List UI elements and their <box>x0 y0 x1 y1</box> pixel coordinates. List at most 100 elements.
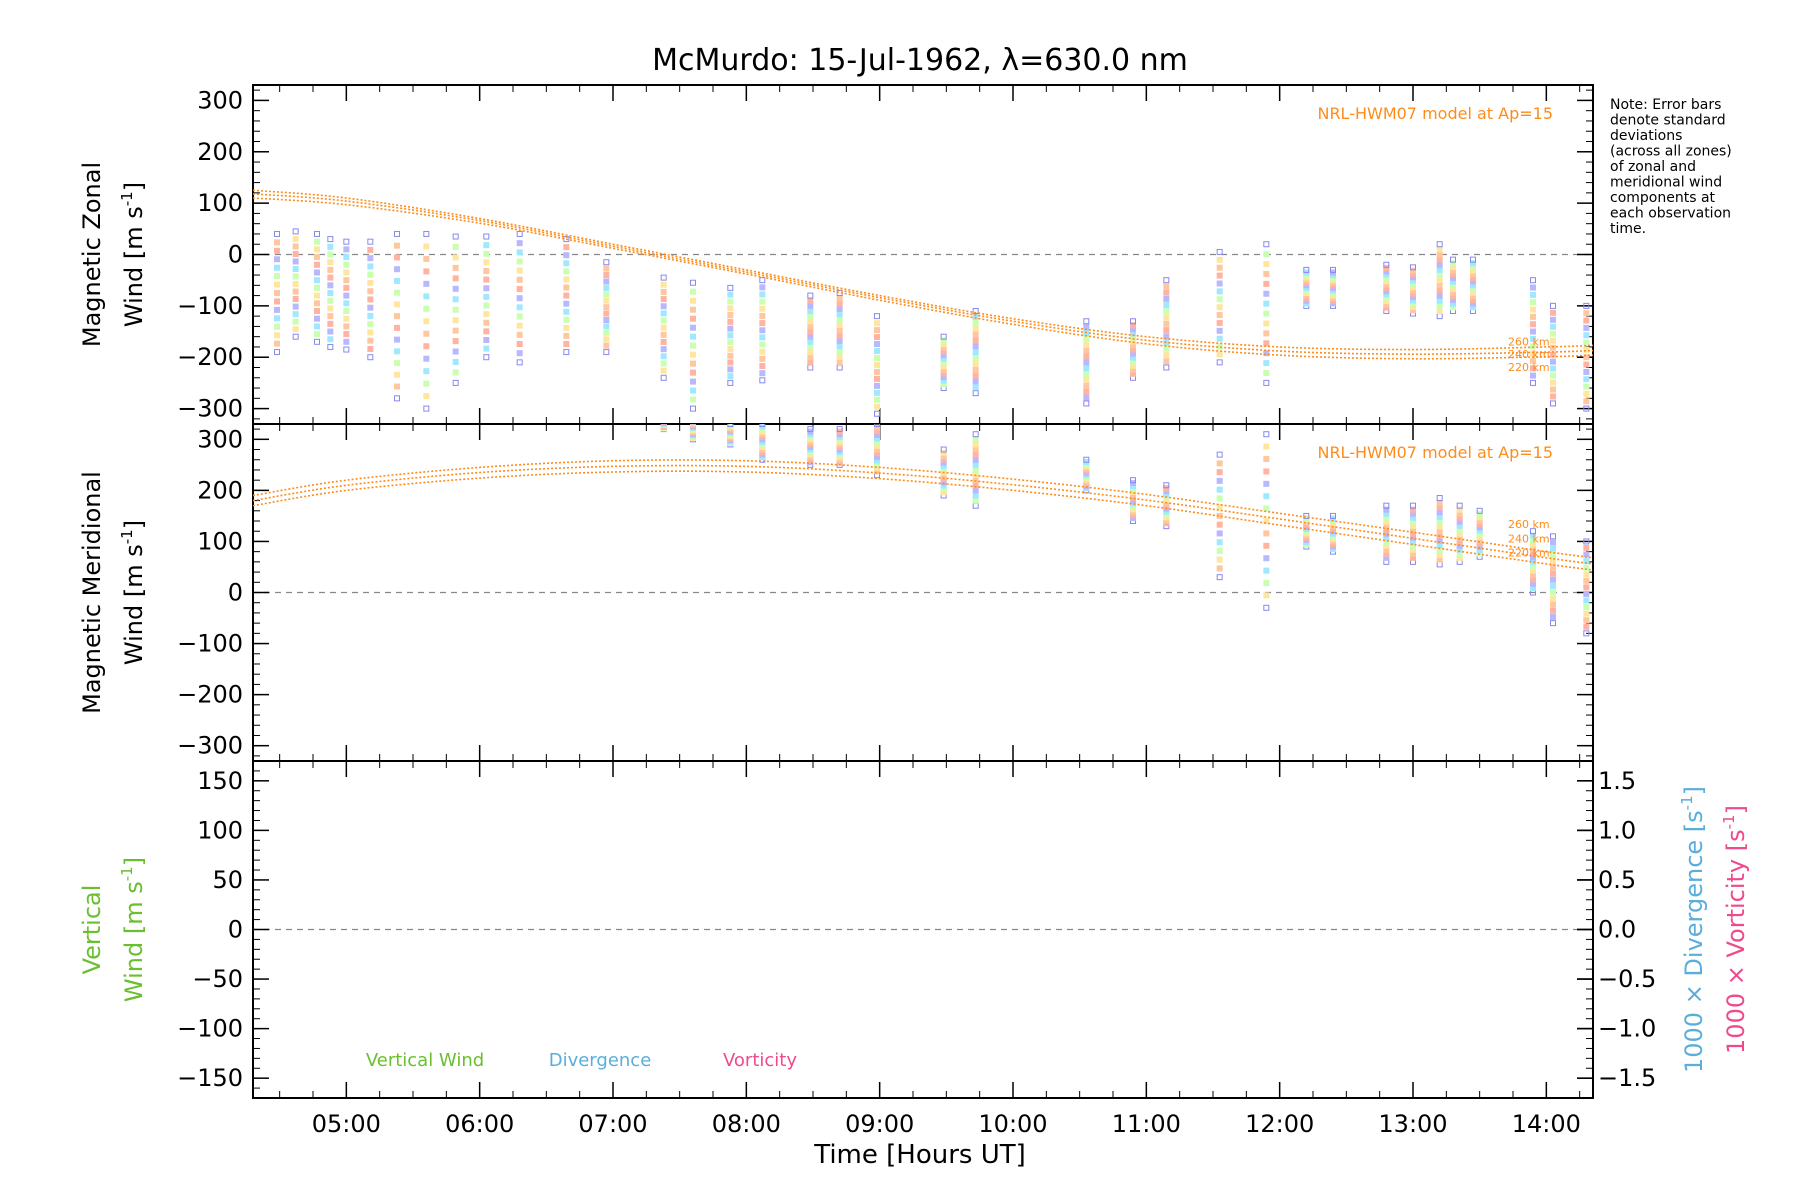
zonal-observation-point <box>690 306 696 313</box>
meridional-observation-point <box>1263 456 1270 463</box>
zonal-observation-point <box>516 322 523 329</box>
zonal-observation-point <box>1263 370 1270 377</box>
zonal-observation-point <box>274 306 280 313</box>
zonal-observation-point <box>972 384 979 391</box>
meridional-observation-point <box>1216 451 1223 458</box>
meridional-observation-point <box>759 424 766 427</box>
zonal-observation-point <box>1163 345 1170 352</box>
zonal-observation-point <box>1530 299 1536 306</box>
zonal-observation-point <box>343 284 350 291</box>
zonal-observation-point <box>1383 261 1390 268</box>
zonal-observation-point <box>367 345 374 352</box>
zonal-observation-point <box>394 289 400 296</box>
note-line: each observation <box>1610 206 1731 222</box>
note-line: (across all zones) <box>1610 144 1732 160</box>
zonal-observation-point <box>314 315 320 322</box>
zonal-observation-point <box>483 259 490 266</box>
meridional-observation-point <box>972 502 979 509</box>
meridional-observation-point <box>972 477 979 484</box>
zonal-observation-point <box>1083 359 1090 366</box>
meridional-observation <box>1083 456 1090 494</box>
zonal-observation-point <box>603 304 610 311</box>
zonal-observation-point <box>727 359 734 366</box>
zonal-observation-point <box>394 383 400 390</box>
zonal-observation-point <box>759 355 766 362</box>
zonal-observation <box>1383 261 1390 314</box>
zonal-observation-point <box>1530 277 1536 284</box>
meridional-observation-point <box>972 441 979 448</box>
meridional-observation-point <box>1410 502 1416 509</box>
zonal-observation-point <box>423 280 430 287</box>
zonal-observation-point <box>1216 327 1223 334</box>
zonal-observation-point <box>1550 309 1556 316</box>
meridional-observation-point <box>1583 623 1590 630</box>
zonal-observation <box>759 277 766 384</box>
zonal-observation-point <box>292 243 299 250</box>
meridional-observation-point <box>1263 530 1270 537</box>
meridional-observation <box>1263 431 1270 611</box>
zonal-observation-point <box>836 343 843 350</box>
zonal-observation-point <box>1450 260 1456 267</box>
zonal-observation-point <box>972 366 979 373</box>
zonal-observation-point <box>972 337 979 344</box>
meridional-observation-point <box>1216 486 1223 493</box>
zonal-observation-point <box>274 349 280 356</box>
divergence-axis-label: 1000 × Divergence [s <box>1680 810 1708 1073</box>
right-axis-tick-label: 1.5 <box>1598 767 1636 795</box>
zonal-observation-point <box>1083 365 1090 372</box>
zonal-observation-point <box>367 288 374 295</box>
zonal-observation-point <box>660 360 667 367</box>
meridional-observation-point <box>1550 595 1556 602</box>
zonal-observation-point <box>516 267 523 274</box>
zonal-observation-point <box>1410 264 1416 271</box>
zonal-observation-point <box>1550 337 1556 344</box>
zonal-model-label: NRL-HWM07 model at Ap=15 <box>1317 104 1553 123</box>
zonal-observation-point <box>807 302 814 309</box>
zonal-observation-point <box>972 390 979 397</box>
zonal-observation <box>274 230 280 356</box>
zonal-observation-point <box>423 255 430 262</box>
zonal-observation-point <box>1163 289 1170 296</box>
meridional-observation-point <box>1216 504 1223 511</box>
zonal-observation-point <box>516 350 523 357</box>
zonal-observation-point <box>1583 354 1590 361</box>
zonal-observation-point <box>807 313 814 320</box>
meridional-observation-point <box>1383 506 1390 513</box>
zonal-observation-point <box>1263 320 1270 327</box>
zonal-observation-point <box>327 343 334 350</box>
zonal-observation-point <box>483 345 490 352</box>
zonal-observation-point <box>759 348 766 355</box>
vertical-y-tick-label: −50 <box>192 965 243 993</box>
zonal-observation <box>394 230 400 402</box>
meridional-observation-point <box>1583 604 1590 611</box>
note-line: components at <box>1610 190 1716 206</box>
zonal-observation-point <box>972 354 979 361</box>
zonal-observation-point <box>1450 256 1456 263</box>
zonal-observation-point <box>1083 371 1090 378</box>
zonal-observation-point <box>274 281 280 288</box>
zonal-observation-point <box>690 396 696 403</box>
zonal-observation-point <box>660 296 667 303</box>
right-axis-tick-label: 0.5 <box>1598 866 1636 894</box>
zonal-observation-point <box>807 349 814 356</box>
vorticity-axis-sup: -1 <box>1720 814 1738 829</box>
zonal-observation-point <box>660 303 667 310</box>
meridional-observation-point <box>1436 495 1443 502</box>
zonal-observation-point <box>1436 246 1443 253</box>
zonal-observation-point <box>423 405 430 412</box>
zonal-observation-point <box>727 284 734 291</box>
zonal-observation-point <box>1216 351 1223 358</box>
zonal-observation <box>874 313 880 417</box>
zonal-observation-point <box>1550 365 1556 372</box>
zonal-observation-point <box>423 330 430 337</box>
meridional-observation-point <box>1216 477 1223 484</box>
zonal-observation-point <box>1216 312 1223 319</box>
meridional-observation-point <box>972 466 979 473</box>
zonal-observation <box>1410 264 1416 317</box>
meridional-y-tick-label: 200 <box>197 476 243 504</box>
zonal-observation-point <box>483 328 490 335</box>
zonal-observation-point <box>874 313 880 320</box>
zonal-observation-point <box>394 266 400 273</box>
zonal-observation-point <box>807 328 814 335</box>
vertical-y-title-close: ] <box>120 857 148 866</box>
